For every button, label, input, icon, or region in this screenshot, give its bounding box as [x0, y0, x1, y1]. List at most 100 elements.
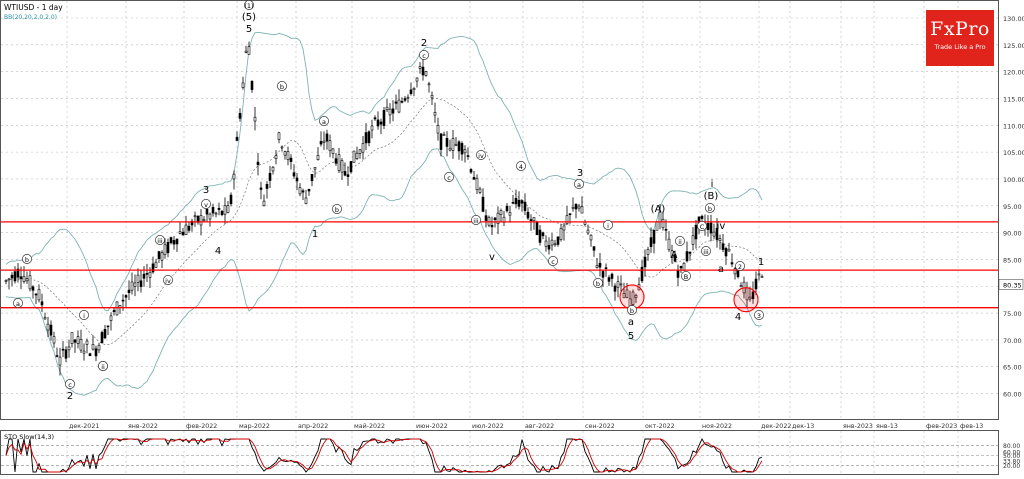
candle	[619, 275, 623, 293]
svg-text:iii: iii	[157, 237, 163, 245]
candle	[145, 263, 149, 283]
candle	[166, 238, 170, 258]
price-tick-label: 120.00	[1003, 69, 1024, 77]
candle	[379, 118, 383, 135]
svg-text:b: b	[335, 206, 339, 214]
time-tick-label: сен-2022	[585, 423, 615, 430]
candle	[616, 275, 620, 298]
candle	[490, 216, 494, 236]
candle	[31, 285, 35, 299]
candle	[283, 150, 287, 160]
candle	[376, 111, 380, 130]
candle	[82, 343, 86, 361]
candle	[403, 95, 407, 103]
time-tick-label: ноя-2022	[702, 423, 732, 430]
candle	[667, 231, 671, 252]
candle	[562, 223, 566, 241]
wave-label: i	[79, 310, 89, 320]
time-tick-label: авг-2022	[525, 423, 554, 430]
candle	[277, 131, 281, 144]
candle	[535, 220, 539, 236]
candle	[259, 181, 263, 200]
wave-label: 5	[628, 331, 634, 342]
candle	[175, 238, 179, 252]
candle	[343, 162, 347, 177]
candle	[538, 225, 542, 246]
svg-text:4: 4	[735, 312, 741, 323]
candle	[760, 274, 764, 278]
candle	[661, 211, 665, 231]
wave-label: 2	[421, 38, 427, 49]
candle	[268, 165, 272, 189]
candle	[250, 80, 254, 93]
price-tick-label: 75.00	[1003, 310, 1022, 318]
candle	[157, 251, 161, 263]
svg-text:3: 3	[577, 168, 583, 179]
price-axis: 130.00 125.00 120.00 115.00 110.00 105.00 100.…	[998, 15, 1024, 399]
candle	[391, 100, 395, 122]
candle	[115, 301, 119, 316]
candle	[598, 252, 602, 277]
candle	[40, 293, 44, 313]
svg-text:iv: iv	[717, 221, 726, 232]
candle	[580, 196, 584, 214]
wave-label: A	[671, 250, 678, 261]
candle	[724, 246, 728, 265]
candle	[310, 173, 314, 187]
wave-label: 3	[577, 168, 583, 179]
candle	[130, 272, 134, 295]
candle	[466, 147, 470, 160]
candle	[178, 222, 182, 235]
candle	[586, 224, 590, 235]
svg-text:A: A	[671, 250, 678, 261]
svg-text:c: c	[447, 174, 451, 182]
candle	[331, 147, 335, 159]
wave-label: ii	[675, 236, 685, 246]
candle	[688, 251, 692, 261]
candle	[163, 238, 167, 259]
candle	[427, 81, 431, 93]
wave-label: v	[489, 252, 495, 263]
svg-text:ii: ii	[678, 238, 682, 246]
candle	[721, 234, 725, 253]
wave-labels: 2(1)(5)543iiba1cbaviviii2cbiiiiiiivv34ac…	[13, 0, 764, 402]
time-tick-label: янв-13	[876, 423, 898, 430]
candle	[133, 274, 137, 297]
price-tick-label: 110.00	[1003, 122, 1024, 130]
candle	[172, 236, 176, 250]
price-tick-label: 90.00	[1003, 230, 1022, 238]
candle	[370, 119, 374, 139]
candle	[409, 82, 413, 96]
candle	[127, 280, 131, 300]
candle	[394, 94, 398, 110]
candle	[289, 154, 293, 170]
price-tick-label: 65.00	[1003, 364, 1022, 372]
time-tick-label: дек-2022	[761, 423, 791, 430]
svg-text:4: 4	[519, 163, 523, 171]
svg-text:b: b	[708, 205, 712, 213]
candle	[193, 211, 197, 227]
svg-text:a: a	[718, 264, 724, 275]
wave-label: a	[628, 317, 634, 328]
candle	[349, 161, 353, 174]
price-tick-label: 115.00	[1003, 95, 1024, 103]
wave-label: C	[697, 221, 707, 231]
candle	[358, 148, 362, 159]
time-tick-label: май-2022	[354, 422, 385, 430]
candle	[460, 141, 464, 161]
candle	[298, 183, 302, 197]
candle	[589, 234, 593, 247]
svg-text:5: 5	[246, 24, 252, 35]
candle	[316, 147, 320, 161]
candle	[646, 246, 650, 261]
candle	[397, 89, 401, 114]
candle	[670, 244, 674, 264]
candle	[622, 282, 626, 299]
sto-tick-label: 20.00	[1003, 463, 1020, 470]
candle	[313, 167, 317, 178]
candle	[451, 129, 455, 159]
wave-label: v	[201, 199, 211, 209]
candle	[676, 264, 680, 287]
candle	[151, 256, 155, 274]
wave-label: 4	[215, 246, 221, 257]
